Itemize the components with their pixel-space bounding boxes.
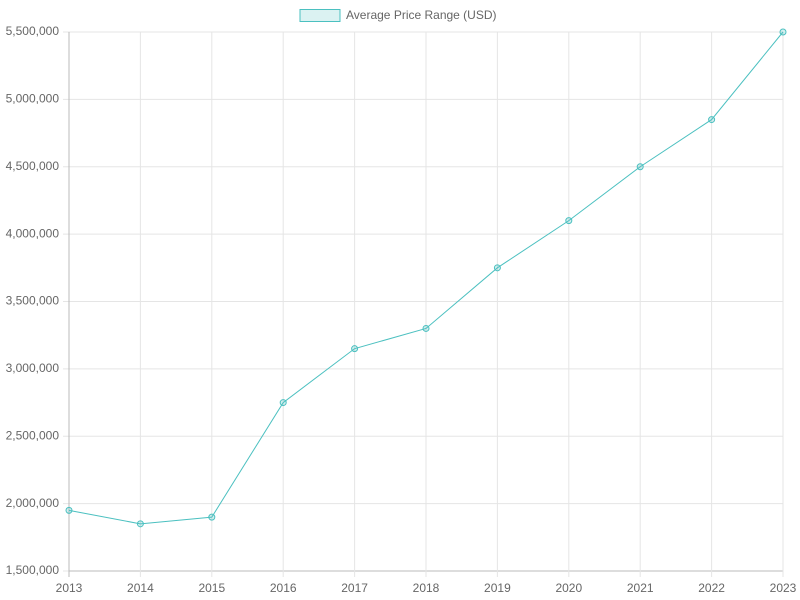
y-tick-label: 3,000,000	[6, 361, 60, 375]
point	[65, 506, 73, 514]
point	[779, 28, 787, 36]
x-tick-label: 2023	[770, 581, 797, 595]
y-tick-label: 5,000,000	[6, 92, 60, 106]
x-tick-label: 2020	[555, 581, 582, 595]
point	[422, 324, 430, 332]
y-tick-label: 5,500,000	[6, 24, 60, 38]
x-tick-label: 2019	[484, 581, 511, 595]
x-tick-label: 2015	[198, 581, 225, 595]
legend-swatch	[299, 9, 341, 22]
y-tick-label: 4,000,000	[6, 226, 60, 240]
legend-label: Average Price Range (USD)	[346, 8, 497, 22]
x-tick-label: 2022	[698, 581, 725, 595]
y-tick-label: 2,000,000	[6, 496, 60, 510]
x-tick-label: 2014	[127, 581, 154, 595]
point	[493, 264, 501, 272]
line	[68, 31, 784, 525]
x-tick-label: 2018	[413, 581, 440, 595]
y-tick-label: 1,500,000	[6, 563, 60, 577]
point	[708, 116, 716, 124]
point	[208, 513, 216, 521]
point	[636, 163, 644, 171]
point	[565, 217, 573, 225]
y-tick-label: 4,500,000	[6, 159, 60, 173]
y-tick-label: 2,500,000	[6, 428, 60, 442]
point	[136, 520, 144, 528]
x-tick-label: 2017	[341, 581, 368, 595]
y-tick-label: 3,500,000	[6, 294, 60, 308]
point	[351, 345, 359, 353]
x-tick-label: 2013	[56, 581, 83, 595]
point	[279, 399, 287, 407]
x-tick-label: 2016	[270, 581, 297, 595]
x-tick-label: 2021	[627, 581, 654, 595]
